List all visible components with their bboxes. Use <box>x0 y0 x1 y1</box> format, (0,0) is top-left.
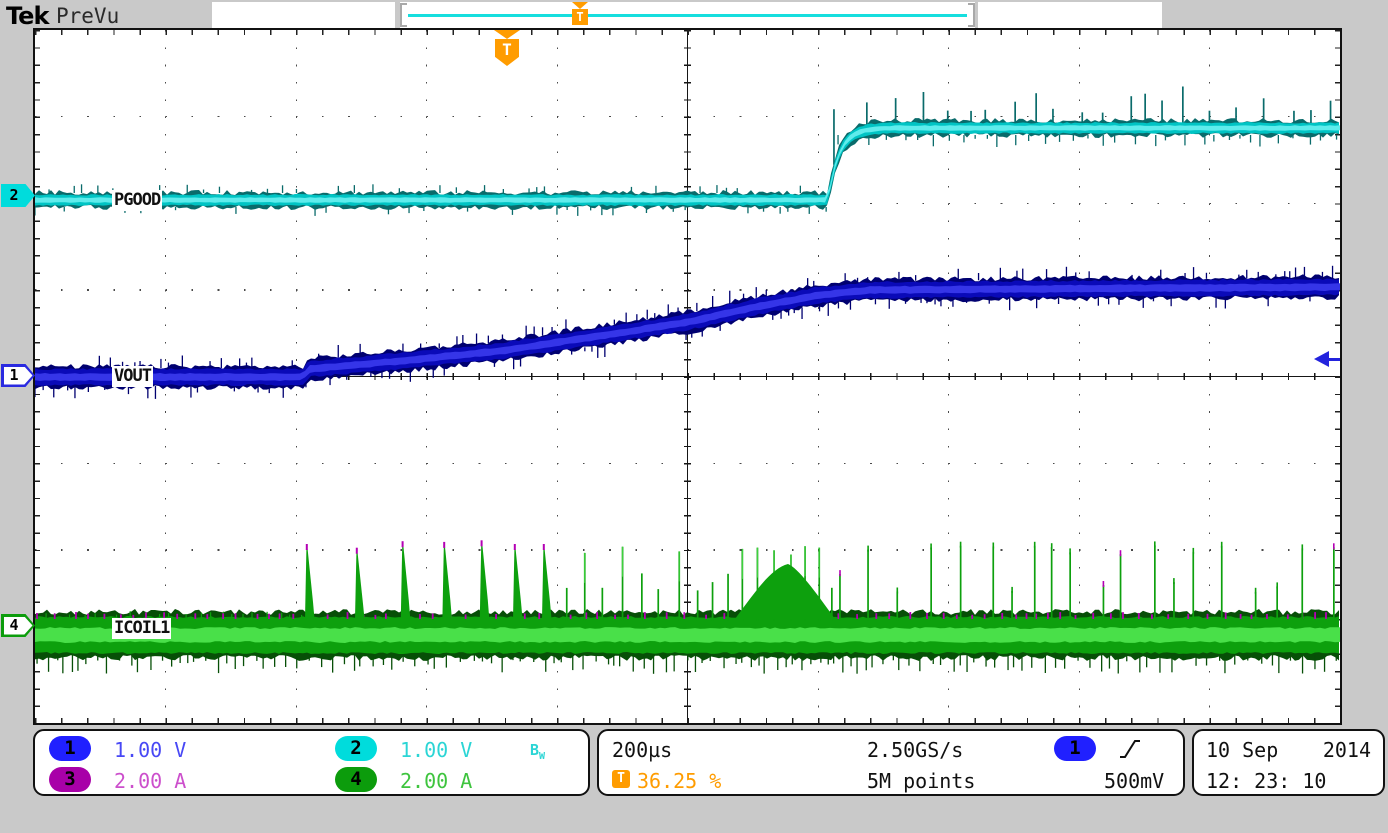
acquisition-window-line <box>408 14 967 17</box>
trigger-position-triangle-icon <box>494 30 520 39</box>
channel-4-badge: 4 <box>335 767 377 792</box>
datetime-box: 10 Sep 2014 12: 23: 10 <box>1192 729 1385 796</box>
channel-1-arrow-number: 1 <box>9 366 19 384</box>
acquisition-preview-bar[interactable]: T <box>400 2 975 28</box>
trigger-level-arrow[interactable] <box>1314 351 1340 367</box>
trigger-position-percent: 36.25 % <box>637 769 722 793</box>
channel-1-arrow-fill <box>3 366 33 385</box>
trigger-t-icon: T <box>572 9 588 25</box>
date-readout: 10 Sep <box>1206 738 1279 762</box>
channel-4-arrow-fill <box>3 616 33 635</box>
grid-line <box>35 718 1340 723</box>
trigger-source-badge: 1 <box>1054 736 1096 761</box>
channel-4-scale: 2.00 A <box>400 769 473 793</box>
acquisition-bracket-right-icon <box>968 3 975 27</box>
trigger-position-bar-marker[interactable]: T <box>571 2 589 28</box>
channel-1-scale: 1.00 V <box>114 738 187 762</box>
channel-2-position-marker[interactable]: 2 <box>1 184 35 207</box>
grid-line <box>35 373 1340 380</box>
channel-readout-box: 1 1.00 V 3 2.00 A 2 1.00 V BW 4 2.00 A <box>33 729 590 796</box>
record-length-readout: 5M points <box>867 769 976 793</box>
trigger-slope-rising-icon <box>1120 740 1140 758</box>
grid-line <box>35 30 1340 35</box>
channel-2-arrow-number: 2 <box>9 186 19 204</box>
trigger-triangle-icon <box>572 2 588 9</box>
graticule: T PGOOD VOUT ICOIL1 <box>33 28 1342 725</box>
channel-1-position-marker[interactable]: 1 <box>1 364 35 387</box>
acquisition-bracket-left-icon <box>400 3 407 27</box>
channel-3-badge: 3 <box>49 767 91 792</box>
sample-rate-readout: 2.50GS/s <box>867 738 964 762</box>
trigger-position-marker[interactable]: T <box>494 30 520 70</box>
channel-1-badge: 1 <box>49 736 91 761</box>
time-readout: 12: 23: 10 <box>1206 769 1327 793</box>
channel-2-scale: 1.00 V <box>400 738 473 762</box>
trigger-level-arrow-bar <box>1328 357 1340 361</box>
tek-logo: Tek <box>6 2 49 30</box>
top-menu-box-right <box>978 2 1162 28</box>
channel-2-badge: 2 <box>335 736 377 761</box>
channel-4-arrow-number: 4 <box>9 616 19 634</box>
trigger-level-readout: 500mV <box>1104 769 1165 793</box>
trigger-level-arrow-icon <box>1314 351 1329 367</box>
trace-label-pgood: PGOOD <box>112 190 163 211</box>
horizontal-trigger-readout-box: 200µs 2.50GS/s 1 T 36.25 % 5M points 500… <box>597 729 1185 796</box>
trigger-t-badge-icon: T <box>612 770 630 788</box>
channel-4-position-marker[interactable]: 4 <box>1 614 35 637</box>
waveform-area <box>34 30 1340 723</box>
timebase-readout: 200µs <box>612 738 673 762</box>
top-menu-box-left <box>212 2 395 28</box>
trace-label-icoil1: ICOIL1 <box>112 618 172 639</box>
acquisition-mode-indicator: PreVu <box>56 4 120 28</box>
trace-label-vout: VOUT <box>112 366 153 387</box>
grid-line <box>1335 30 1340 723</box>
trigger-position-t-icon: T <box>495 39 519 66</box>
bandwidth-limit-icon: BW <box>530 741 546 762</box>
year-readout: 2014 <box>1322 738 1371 762</box>
channel-2-arrow-icon <box>1 184 35 207</box>
channel-3-scale: 2.00 A <box>114 769 187 793</box>
